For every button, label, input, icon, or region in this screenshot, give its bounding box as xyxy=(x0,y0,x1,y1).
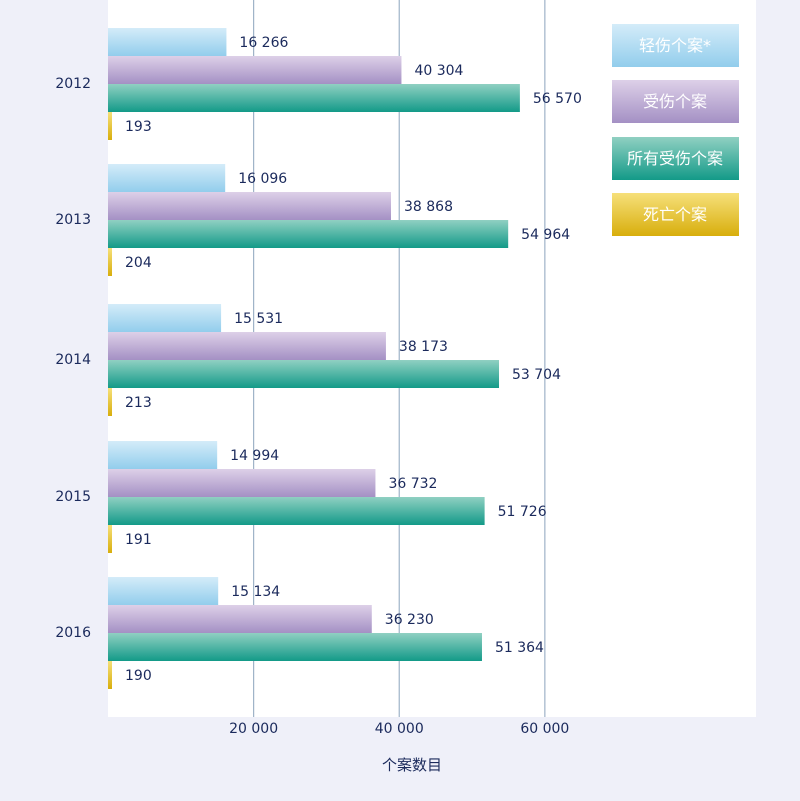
data-label: 53 704 xyxy=(512,367,561,383)
bar-injury-2012 xyxy=(108,56,402,84)
legend-item-all-injury: 所有受伤个案 xyxy=(612,137,739,180)
data-label: 14 994 xyxy=(230,448,279,464)
bar-fatal-2012 xyxy=(108,112,112,140)
bar-fatal-2015 xyxy=(108,525,112,553)
bar-minor-injury-2014 xyxy=(108,304,222,332)
category-label: 2013 xyxy=(55,212,91,228)
legend-label: 死亡个案 xyxy=(643,205,707,224)
data-labels: 16 266 40 304 56 570 193 16 096 38 868 54 964 2… xyxy=(125,35,582,684)
legend-item-injury: 受伤个案 xyxy=(612,80,739,123)
data-label: 38 173 xyxy=(399,339,448,355)
x-axis-title: 个案数目 xyxy=(382,756,442,774)
bar-injury-2014 xyxy=(108,332,386,360)
x-tick-labels: 20 000 40 000 60 000 xyxy=(229,721,569,737)
bar-minor-injury-2016 xyxy=(108,577,219,605)
bar-fatal-2016 xyxy=(108,661,112,689)
legend-label: 轻伤个案* xyxy=(639,36,711,55)
legend-label: 所有受伤个案 xyxy=(627,149,723,168)
data-label: 54 964 xyxy=(521,227,570,243)
bar-minor-injury-2015 xyxy=(108,441,218,469)
data-label: 190 xyxy=(125,668,152,684)
bar-fatal-2014 xyxy=(108,388,112,416)
x-tick-label: 40 000 xyxy=(375,721,424,737)
category-labels: 2012 2013 2014 2015 2016 xyxy=(55,76,91,641)
bar-all-injury-2013 xyxy=(108,220,509,248)
x-tick-label: 60 000 xyxy=(520,721,569,737)
data-label: 191 xyxy=(125,532,152,548)
data-label: 56 570 xyxy=(533,91,582,107)
bar-all-injury-2012 xyxy=(108,84,520,112)
legend-item-minor-injury: 轻伤个案* xyxy=(612,24,739,67)
legend-item-fatal: 死亡个案 xyxy=(612,193,739,236)
bar-fatal-2013 xyxy=(108,248,112,276)
x-tick-label: 20 000 xyxy=(229,721,278,737)
legend-swatch xyxy=(612,24,739,67)
bar-all-injury-2016 xyxy=(108,633,482,661)
legend-swatch xyxy=(612,193,739,236)
bar-minor-injury-2013 xyxy=(108,164,226,192)
bar-all-injury-2014 xyxy=(108,360,500,388)
data-label: 51 364 xyxy=(495,640,544,656)
category-label: 2014 xyxy=(55,352,91,368)
bar-injury-2016 xyxy=(108,605,372,633)
bar-minor-injury-2012 xyxy=(108,28,227,56)
category-label: 2016 xyxy=(55,625,91,641)
category-label: 2012 xyxy=(55,76,91,92)
category-label: 2015 xyxy=(55,489,91,505)
legend-label: 受伤个案 xyxy=(643,92,707,111)
data-label: 36 732 xyxy=(388,476,437,492)
data-label: 16 096 xyxy=(238,171,287,187)
data-label: 16 266 xyxy=(239,35,288,51)
bar-injury-2013 xyxy=(108,192,391,220)
data-label: 15 134 xyxy=(231,584,280,600)
data-label: 38 868 xyxy=(404,199,453,215)
data-label: 204 xyxy=(125,255,152,271)
data-label: 51 726 xyxy=(498,504,547,520)
legend-swatch xyxy=(612,80,739,123)
data-label: 213 xyxy=(125,395,152,411)
data-label: 36 230 xyxy=(385,612,434,628)
legend-swatch xyxy=(612,137,739,180)
data-label: 40 304 xyxy=(414,63,463,79)
data-label: 15 531 xyxy=(234,311,283,327)
bar-all-injury-2015 xyxy=(108,497,485,525)
data-label: 193 xyxy=(125,119,152,135)
bar-injury-2015 xyxy=(108,469,376,497)
bars xyxy=(108,28,520,689)
